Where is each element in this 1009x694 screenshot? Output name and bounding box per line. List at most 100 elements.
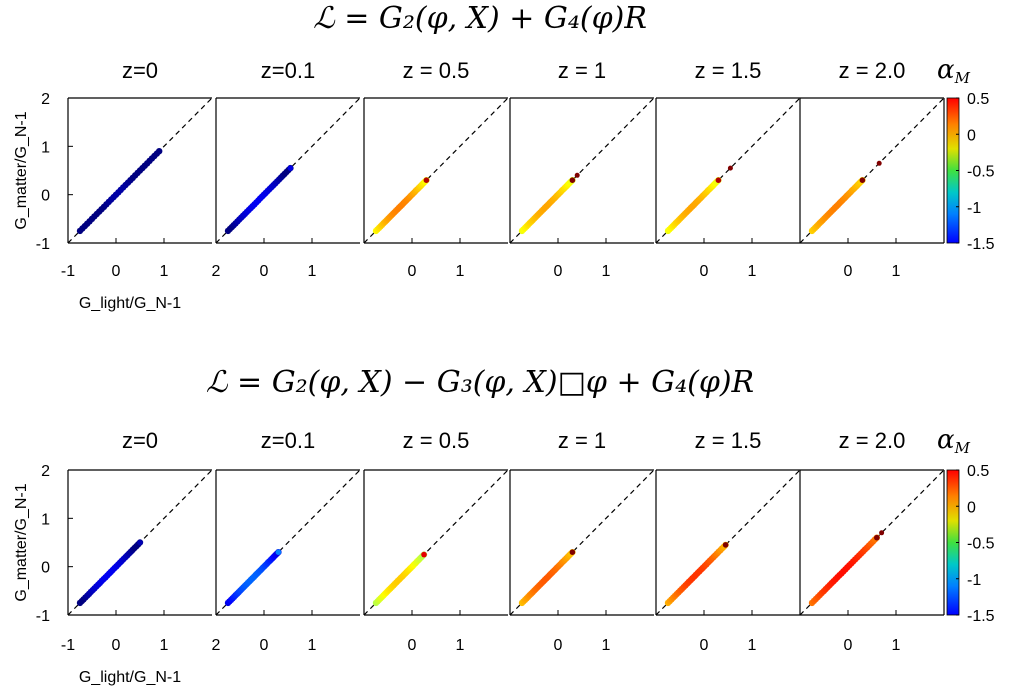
panel-title: z = 0.5 bbox=[403, 428, 470, 453]
x-tick-label: 1 bbox=[748, 263, 757, 280]
data-point bbox=[423, 177, 430, 183]
panel-z-0: z=0 -1 0 1 bbox=[61, 58, 213, 280]
x-tick-label: 0 bbox=[112, 263, 121, 280]
panel-z-5: z = 2.0 0 1 bbox=[799, 428, 945, 654]
x-tick-label: 0 bbox=[408, 263, 417, 280]
x-tick-label: 0 bbox=[260, 637, 269, 654]
data-point bbox=[876, 160, 882, 166]
x-tick-label: 1 bbox=[892, 263, 901, 280]
diagonal-line bbox=[509, 469, 655, 616]
data-point bbox=[879, 530, 885, 536]
chart-row-2: 210-1G_matter/G_N-1G_light/G_N-1z=0-1 0 1z… bbox=[13, 425, 995, 686]
diagonal-line bbox=[509, 97, 655, 244]
y-tick-label: 2 bbox=[41, 91, 50, 108]
x-tick-label: 0 bbox=[112, 637, 121, 654]
diagonal-line bbox=[655, 97, 801, 244]
colorbar-tick-label: -0.5 bbox=[967, 536, 995, 553]
panel-title: z = 1.5 bbox=[695, 428, 762, 453]
colorbar-tick-label: 0.5 bbox=[967, 91, 989, 108]
panel-title: z = 2.0 bbox=[839, 428, 906, 453]
panel-z-4: z = 1.5 0 1 bbox=[655, 58, 801, 280]
x-tick-label: -1 bbox=[61, 637, 75, 654]
x-tick-label: 1 bbox=[160, 637, 169, 654]
x-tick-label: 1 bbox=[456, 637, 465, 654]
y-tick-label: 1 bbox=[41, 511, 50, 528]
y-tick-label: 0 bbox=[41, 188, 50, 205]
x-tick-label: 1 bbox=[160, 263, 169, 280]
chart-row-1: 210-1G_matter/G_N-1G_light/G_N-1z=0-1 0 1z… bbox=[13, 55, 995, 312]
colorbar-tick-label: 0 bbox=[967, 499, 976, 516]
data-point bbox=[137, 539, 143, 546]
x-tick-label: 0 bbox=[700, 637, 709, 654]
x-tick-label: 1 bbox=[892, 637, 901, 654]
data-point bbox=[156, 148, 162, 154]
data-point bbox=[569, 177, 576, 183]
colorbar-tick-label: 0.5 bbox=[967, 463, 989, 480]
y-tick-label: 1 bbox=[41, 139, 50, 156]
x-tick-label: -1 bbox=[61, 263, 75, 280]
x-tick-label: 2 bbox=[212, 637, 221, 654]
x-tick-label: 1 bbox=[748, 637, 757, 654]
data-point bbox=[859, 177, 866, 183]
x-tick-label: 1 bbox=[308, 263, 317, 280]
panel-z-3: z = 1 0 1 bbox=[509, 428, 655, 654]
panel-z-2: z = 0.5 0 1 bbox=[363, 428, 509, 654]
panel-z-0: z=0 -1 0 1 bbox=[61, 428, 213, 654]
panel-z-2: z = 0.5 0 1 bbox=[363, 58, 509, 280]
panel-z-5: z = 2.0 0 1 bbox=[799, 58, 945, 280]
data-point bbox=[727, 165, 733, 171]
panel-title: z = 1 bbox=[558, 428, 606, 453]
y-tick-label: -1 bbox=[36, 236, 50, 253]
panel-z-1: z=0.1 2 0 1 bbox=[212, 428, 361, 654]
x-tick-label: 1 bbox=[308, 637, 317, 654]
x-axis-label: G_light/G_N-1 bbox=[79, 295, 181, 312]
x-tick-label: 2 bbox=[212, 263, 221, 280]
colorbar-tick-label: -1.5 bbox=[967, 236, 995, 253]
panel-z-3: z = 1 0 1 bbox=[509, 58, 655, 280]
data-point bbox=[569, 549, 576, 555]
x-tick-label: 1 bbox=[602, 637, 611, 654]
panel-title: z=0.1 bbox=[261, 428, 315, 453]
panel-title: z=0 bbox=[122, 58, 158, 83]
x-tick-label: 0 bbox=[554, 637, 563, 654]
colorbar-tick-label: -1 bbox=[967, 200, 981, 217]
x-tick-label: 0 bbox=[260, 263, 269, 280]
data-point bbox=[287, 165, 294, 171]
y-axis-label: G_matter/G_N-1 bbox=[13, 483, 30, 601]
diagonal-line bbox=[799, 97, 945, 244]
panel-title: z = 1.5 bbox=[695, 58, 762, 83]
row-2-title: ℒ = G₂(φ, X) − G₃(φ, X)□φ + G₄(φ)R bbox=[206, 365, 754, 400]
panel-title: z = 1 bbox=[558, 58, 606, 83]
data-point bbox=[275, 549, 282, 555]
colorbar-label: αM bbox=[937, 425, 971, 457]
x-tick-label: 0 bbox=[844, 637, 853, 654]
panel-title: z = 2.0 bbox=[839, 58, 906, 83]
colorbar-tick-label: 0 bbox=[967, 127, 976, 144]
data-point bbox=[715, 177, 722, 183]
x-axis-label: G_light/G_N-1 bbox=[79, 669, 181, 686]
diagonal-line bbox=[363, 97, 509, 244]
panel-title: z = 0.5 bbox=[403, 58, 470, 83]
diagonal-line bbox=[655, 469, 801, 616]
colorbar-tick-label: -1.5 bbox=[967, 608, 995, 625]
y-axis-label: G_matter/G_N-1 bbox=[13, 111, 30, 229]
colorbar-label: αM bbox=[937, 55, 971, 87]
y-tick-label: 0 bbox=[41, 560, 50, 577]
x-tick-label: 0 bbox=[700, 263, 709, 280]
data-point bbox=[722, 542, 729, 548]
panel-title: z=0.1 bbox=[261, 58, 315, 83]
panel-z-1: z=0.1 2 0 1 bbox=[212, 58, 361, 280]
x-tick-label: 0 bbox=[408, 637, 417, 654]
data-point bbox=[574, 172, 580, 178]
colorbar-tick-label: -1 bbox=[967, 572, 981, 589]
x-tick-label: 0 bbox=[844, 263, 853, 280]
x-tick-label: 1 bbox=[602, 263, 611, 280]
y-tick-label: -1 bbox=[36, 608, 50, 625]
y-tick-label: 2 bbox=[41, 463, 50, 480]
row-1-title: ℒ = G₂(φ, X) + G₄(φ)R bbox=[313, 1, 647, 36]
diagonal-line bbox=[215, 469, 361, 616]
data-point bbox=[874, 534, 880, 541]
colorbar-tick-label: -0.5 bbox=[967, 164, 995, 181]
data-point bbox=[421, 551, 427, 558]
